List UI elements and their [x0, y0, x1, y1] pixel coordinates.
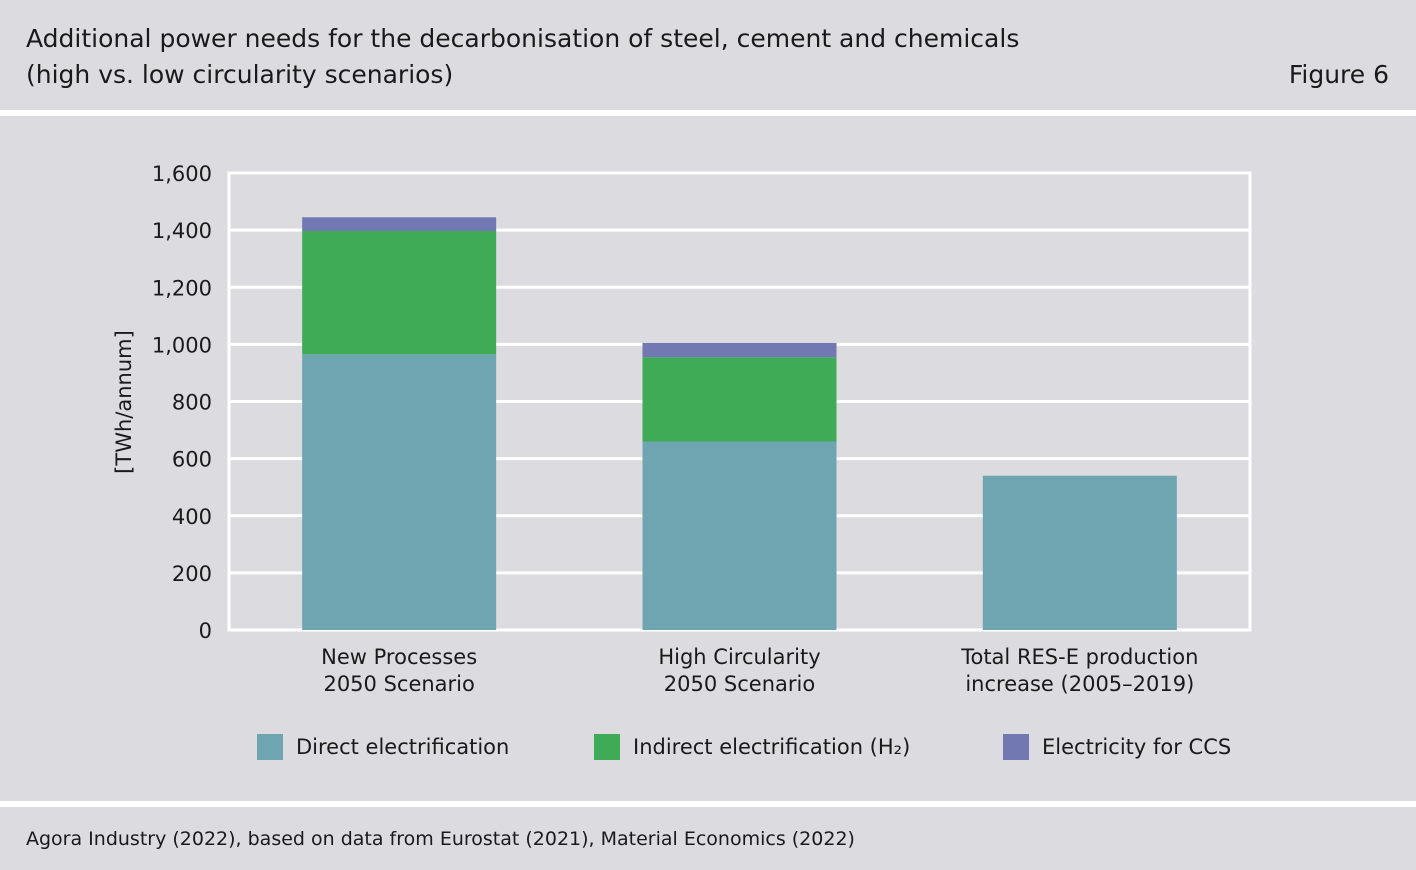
bar-segment [642, 441, 837, 630]
x-tick-label: Total RES-E production [960, 645, 1198, 669]
source-note: Agora Industry (2022), based on data fro… [26, 828, 855, 850]
bars [302, 217, 1177, 630]
figure-label: Figure 6 [1288, 60, 1389, 89]
y-tick-label: 800 [172, 391, 212, 415]
legend-label: Indirect electrification (H₂) [633, 735, 911, 759]
legend-label: Direct electrification [296, 735, 510, 759]
y-tick-label: 0 [199, 619, 212, 643]
y-tick-label: 1,000 [152, 333, 212, 357]
header-divider [0, 110, 1416, 116]
y-axis-label: [TWh/annum] [112, 330, 136, 474]
y-tick-label: 1,600 [152, 162, 212, 186]
bar-segment [302, 217, 497, 231]
chart-header: Additional power needs for the decarboni… [0, 0, 1416, 110]
y-axis-ticks: 0 200 400 600 800 1,000 1,200 1,400 1,600 [152, 162, 212, 643]
legend-swatch [1003, 734, 1029, 760]
legend-item: Indirect electrification (H₂) [594, 732, 910, 762]
y-tick-label: 400 [172, 505, 212, 529]
bar-segment [642, 357, 837, 442]
y-tick-label: 1,400 [152, 219, 212, 243]
legend-item: Direct electrification [257, 732, 509, 762]
chart-title-line-2: (high vs. low circularity scenarios) [26, 60, 454, 89]
bar-segment [642, 342, 837, 358]
x-tick-label: increase (2005–2019) [965, 672, 1194, 696]
chart-legend: Direct electrification Indirect electrifi… [0, 732, 1416, 762]
legend-item: Electricity for CCS [1003, 732, 1231, 762]
legend-swatch [257, 734, 283, 760]
x-tick-label: 2050 Scenario [664, 672, 815, 696]
chart-title-line-1: Additional power needs for the decarboni… [26, 24, 1020, 53]
x-tick-label: New Processes [321, 645, 477, 669]
x-axis-ticks: New Processes 2050 Scenario High Circulari… [321, 645, 1198, 696]
y-tick-label: 1,200 [152, 276, 212, 300]
bar-segment [982, 475, 1177, 630]
legend-swatch [594, 734, 620, 760]
y-tick-label: 200 [172, 562, 212, 586]
legend-label: Electricity for CCS [1042, 735, 1232, 759]
bar-segment [302, 354, 497, 630]
footer-divider [0, 801, 1416, 807]
x-tick-label: High Circularity [658, 645, 820, 669]
x-tick-label: 2050 Scenario [323, 672, 474, 696]
bar-segment [302, 230, 497, 355]
y-tick-label: 600 [172, 448, 212, 472]
